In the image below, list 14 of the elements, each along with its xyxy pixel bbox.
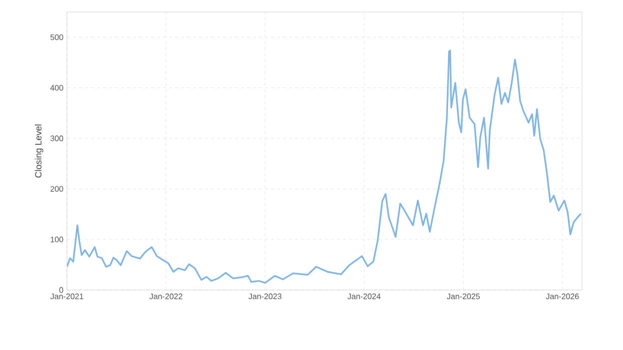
- y-tick-label: 500: [50, 34, 64, 40]
- y-tick-label: 300: [50, 136, 64, 142]
- x-tick-label: Jan-2022: [149, 294, 182, 300]
- x-tick-label: Jan-2023: [248, 294, 282, 300]
- y-axis-title: Closing Level: [34, 124, 44, 178]
- x-tick-label: Jan-2021: [50, 294, 84, 300]
- y-tick-label: 100: [50, 236, 64, 242]
- y-tick-label: 0: [59, 287, 64, 293]
- x-tick-label: Jan-2026: [546, 294, 579, 300]
- x-tick-label: Jan-2024: [348, 294, 381, 300]
- x-tick-label: Jan-2025: [446, 294, 480, 300]
- line-series: [67, 50, 582, 284]
- y-tick-label: 200: [50, 186, 64, 192]
- y-tick-label: 400: [50, 84, 64, 91]
